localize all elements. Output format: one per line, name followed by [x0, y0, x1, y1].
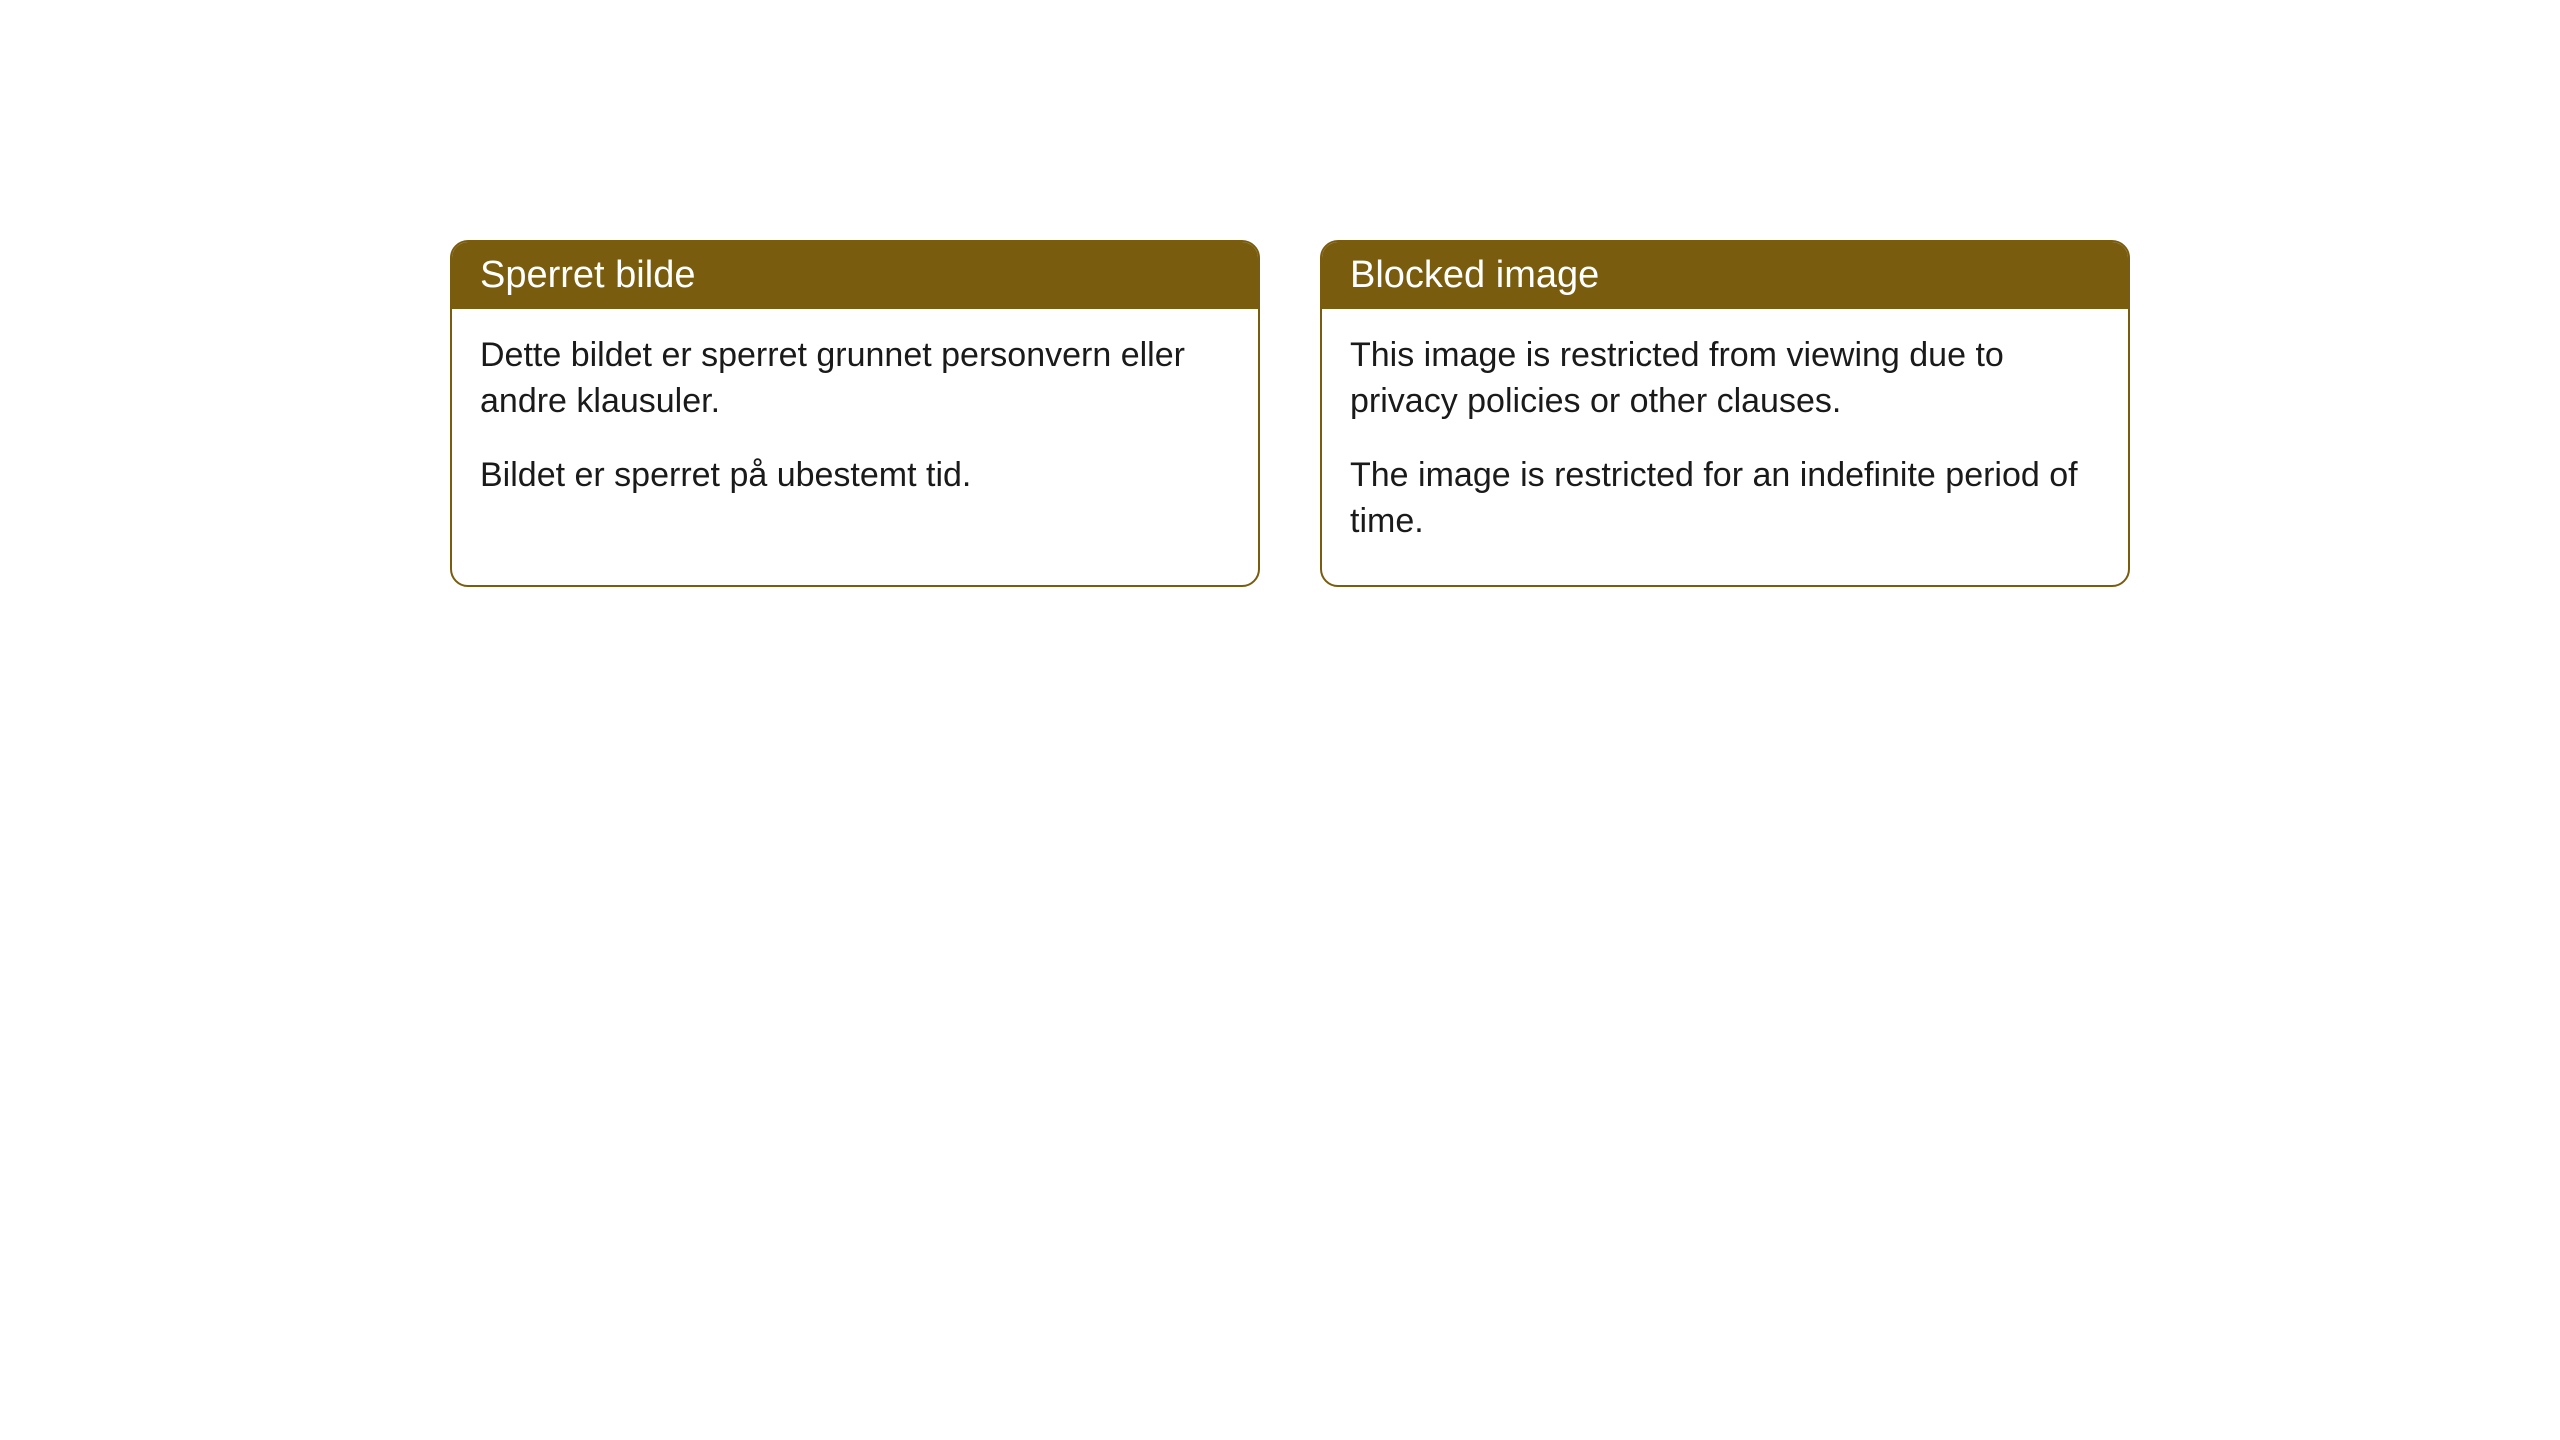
card-paragraph-2-norwegian: Bildet er sperret på ubestemt tid.	[480, 453, 1230, 499]
card-paragraph-2-english: The image is restricted for an indefinit…	[1350, 453, 2100, 545]
card-body-english: This image is restricted from viewing du…	[1322, 309, 2128, 585]
card-paragraph-1-english: This image is restricted from viewing du…	[1350, 333, 2100, 425]
cards-container: Sperret bilde Dette bildet er sperret gr…	[0, 0, 2560, 587]
blocked-image-card-english: Blocked image This image is restricted f…	[1320, 240, 2130, 587]
card-body-norwegian: Dette bildet er sperret grunnet personve…	[452, 309, 1258, 539]
blocked-image-card-norwegian: Sperret bilde Dette bildet er sperret gr…	[450, 240, 1260, 587]
card-title-norwegian: Sperret bilde	[452, 242, 1258, 309]
card-paragraph-1-norwegian: Dette bildet er sperret grunnet personve…	[480, 333, 1230, 425]
card-title-english: Blocked image	[1322, 242, 2128, 309]
